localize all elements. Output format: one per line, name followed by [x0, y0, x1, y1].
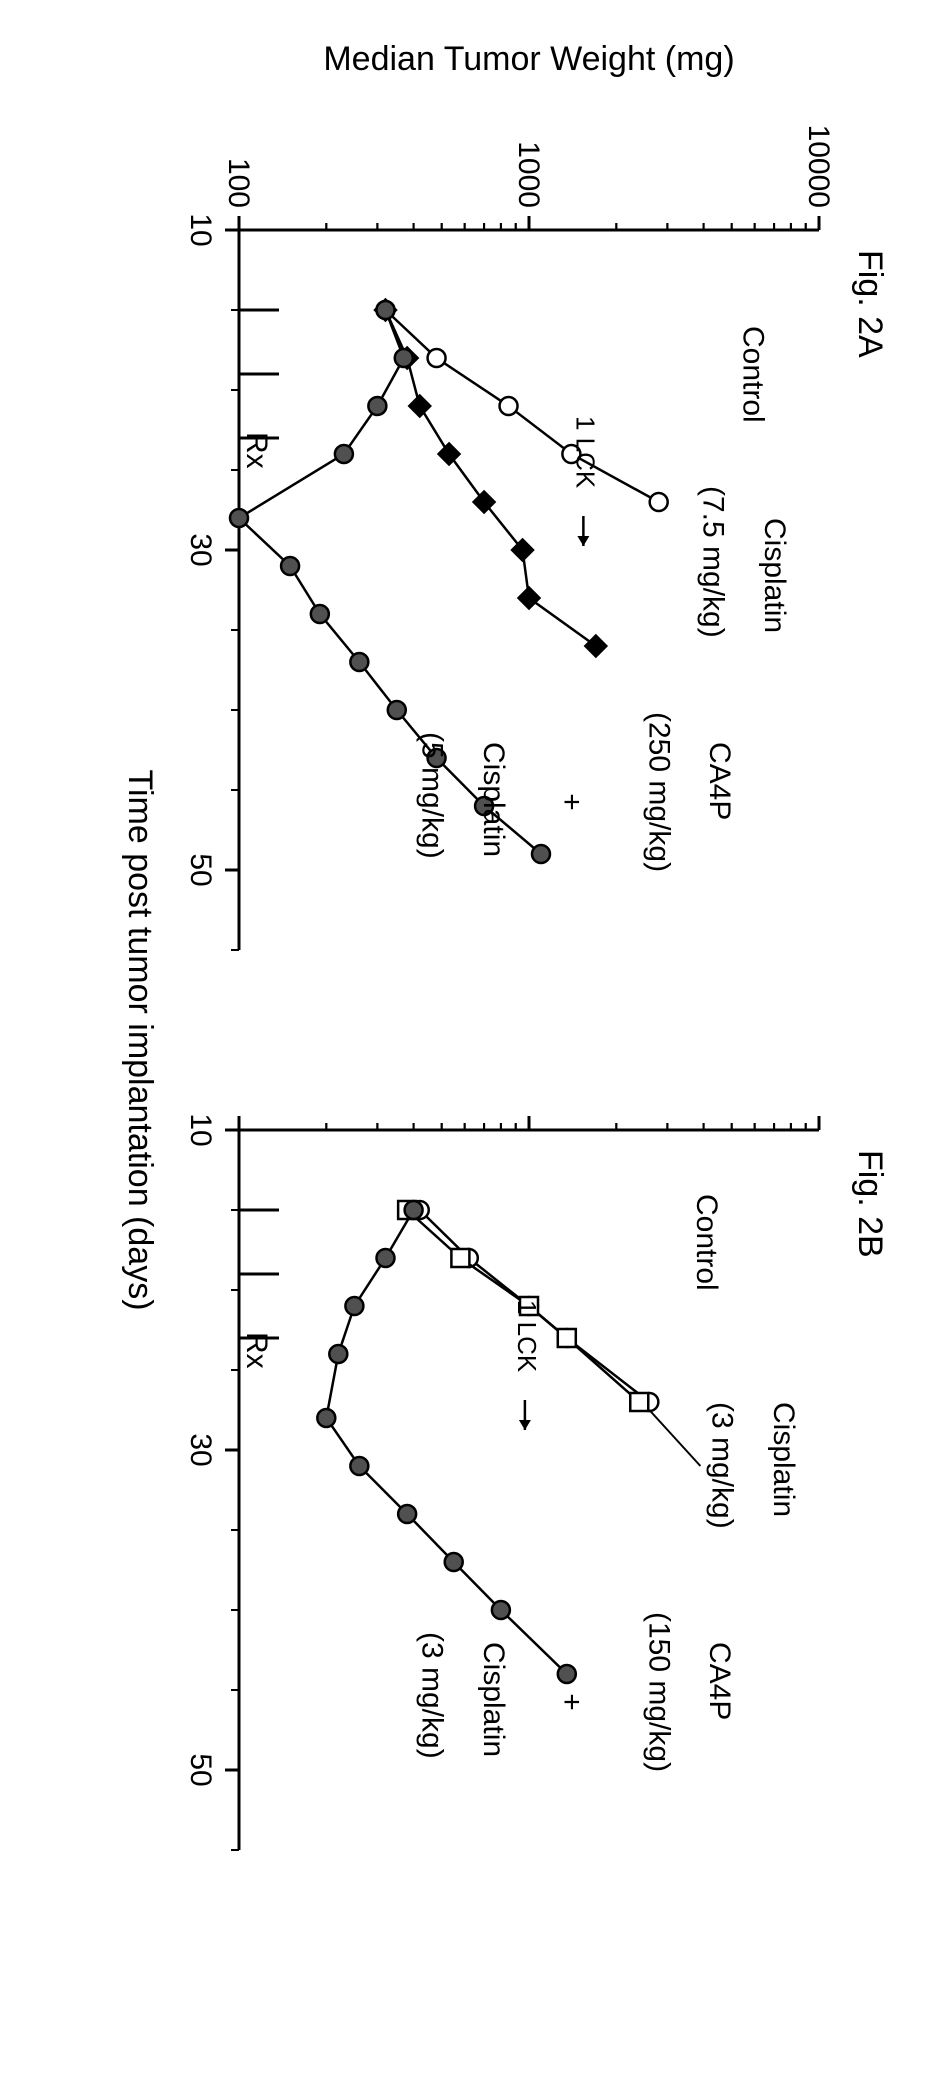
series-label-cisplatin2: Cisplatin [477, 742, 510, 857]
series-dose-cisplatin: (3 mg/kg) [706, 1402, 739, 1529]
series-label-ca4p: CA4P [703, 1642, 736, 1720]
series-label-control: Control [690, 1194, 723, 1291]
rx-label: Rx [240, 432, 273, 469]
xtick-label: 50 [184, 853, 217, 886]
series-dose-cisplatin: (7.5 mg/kg) [697, 486, 730, 638]
lck-label: 1 LCK [512, 1300, 542, 1373]
series-dose-cisplatin2: (3 mg/kg) [416, 1632, 449, 1759]
xtick-label: 30 [184, 1433, 217, 1466]
xtick-label: 30 [184, 533, 217, 566]
ytick-label: 10000 [802, 125, 835, 208]
ytick-label: 100 [222, 158, 255, 208]
series-dose-ca4p: (150 mg/kg) [642, 1612, 675, 1772]
panel-b: 10 30 50 Fig. 2B Rx 1 LCK Control Cisplatin (3 m… [184, 1113, 889, 1850]
xtick-label: 50 [184, 1753, 217, 1786]
plus-label: + [555, 1693, 588, 1711]
series-label-control: Control [737, 326, 770, 423]
series-line [385, 310, 595, 646]
panel-title: Fig. 2A [851, 250, 889, 358]
ytick-label: 1000 [512, 141, 545, 208]
series-label-cisplatin: Cisplatin [758, 518, 791, 633]
x-axis-label: Time post tumor implantation (days) [121, 769, 159, 1310]
panel-a: 100 1000 10000 10 30 50 Fig. 2A Rx 1 LCK Control C… [184, 125, 889, 950]
plus-label: + [555, 793, 588, 811]
lck-label: 1 LCK [570, 416, 600, 489]
xtick-label: 10 [184, 213, 217, 246]
series-label-cisplatin: Cisplatin [767, 1402, 800, 1517]
series-label-ca4p: CA4P [703, 742, 736, 820]
series-line [326, 1210, 566, 1674]
series-label-cisplatin2: Cisplatin [477, 1642, 510, 1757]
series-dose-ca4p: (250 mg/kg) [642, 712, 675, 872]
figure-svg: 100 1000 10000 10 30 50 Fig. 2A Rx 1 LCK Control C… [0, 0, 934, 2085]
y-axis-label: Median Tumor Weight (mg) [323, 40, 734, 78]
series-dose-cisplatin2: (5 mg/kg) [416, 732, 449, 859]
xtick-label: 10 [184, 1113, 217, 1146]
panel-title: Fig. 2B [851, 1150, 889, 1258]
rx-label: Rx [240, 1332, 273, 1369]
